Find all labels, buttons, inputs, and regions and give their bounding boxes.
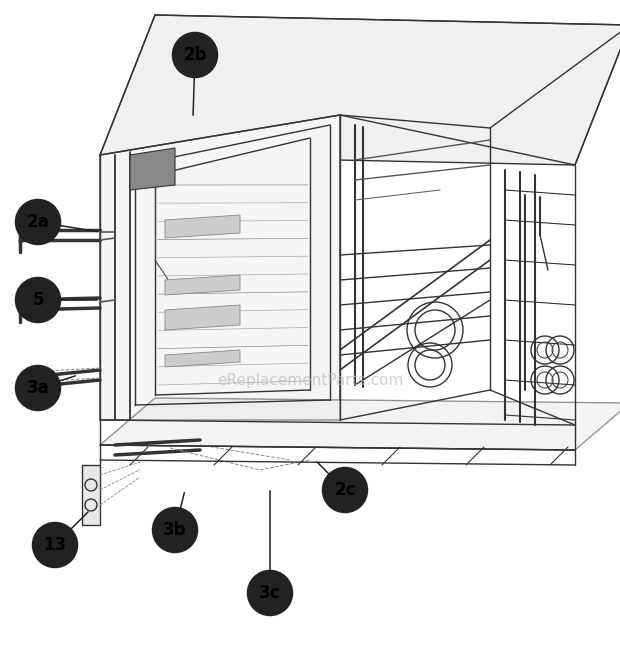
Polygon shape	[100, 398, 620, 450]
Polygon shape	[165, 275, 240, 295]
Circle shape	[248, 571, 292, 615]
Circle shape	[16, 200, 60, 244]
Circle shape	[16, 278, 60, 322]
Text: 2b: 2b	[184, 46, 206, 64]
Text: 3c: 3c	[259, 584, 281, 602]
Text: 3b: 3b	[163, 521, 187, 539]
Circle shape	[153, 508, 197, 552]
Polygon shape	[165, 350, 240, 367]
Polygon shape	[82, 465, 100, 525]
Text: 13: 13	[43, 536, 66, 554]
Polygon shape	[165, 215, 240, 238]
Text: eReplacementParts.com: eReplacementParts.com	[217, 372, 403, 387]
Text: 5: 5	[32, 291, 44, 309]
Polygon shape	[100, 15, 620, 165]
Polygon shape	[100, 115, 340, 420]
Text: 2c: 2c	[334, 481, 356, 499]
Polygon shape	[130, 148, 175, 190]
Circle shape	[323, 468, 367, 512]
Polygon shape	[165, 305, 240, 330]
Text: 3a: 3a	[27, 379, 50, 397]
Text: 2a: 2a	[27, 213, 50, 231]
Circle shape	[33, 523, 77, 567]
Circle shape	[173, 33, 217, 77]
Circle shape	[16, 366, 60, 410]
